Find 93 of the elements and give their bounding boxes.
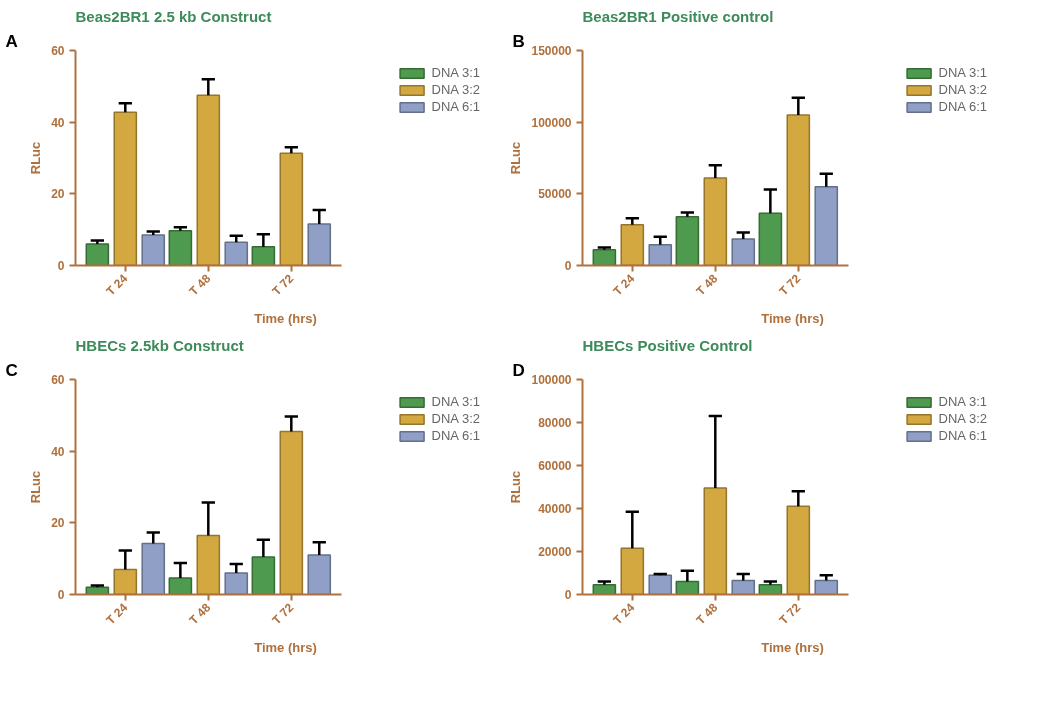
bar bbox=[758, 584, 783, 595]
chart-title: Beas2BR1 Positive control bbox=[582, 7, 774, 25]
chart-title: HBECs 2.5kb Construct bbox=[75, 336, 244, 354]
bar bbox=[141, 542, 166, 595]
legend-label: DNA 3:2 bbox=[938, 411, 987, 426]
y-tick-label: 150000 bbox=[531, 44, 572, 58]
y-tick-label: 40000 bbox=[538, 502, 572, 516]
x-tick-label: T 24 bbox=[610, 271, 638, 299]
bar bbox=[168, 229, 193, 266]
bar bbox=[224, 241, 249, 266]
bar bbox=[279, 430, 304, 595]
legend-label: DNA 6:1 bbox=[938, 428, 987, 443]
y-tick-label: 0 bbox=[57, 588, 65, 602]
bar bbox=[620, 223, 645, 266]
y-tick-label: 100000 bbox=[531, 373, 572, 387]
y-tick-label: 40 bbox=[51, 115, 65, 130]
bar bbox=[786, 505, 811, 595]
y-tick-label: 20000 bbox=[538, 545, 572, 559]
chart-title: HBECs Positive Control bbox=[582, 336, 753, 354]
text: D bbox=[512, 360, 525, 380]
y-tick-label: 50000 bbox=[538, 187, 572, 202]
x-axis-title: Time (hrs) bbox=[254, 311, 317, 327]
x-tick-label: T 48 bbox=[693, 600, 721, 628]
x-axis-title: Time (hrs) bbox=[254, 640, 317, 656]
x-tick-label: T 24 bbox=[103, 271, 131, 299]
y-tick-label: 0 bbox=[564, 588, 572, 602]
bar bbox=[85, 243, 110, 266]
text: B bbox=[512, 31, 525, 51]
y-tick-label: 0 bbox=[564, 259, 572, 273]
y-tick-label: 100000 bbox=[531, 115, 572, 130]
y-axis-title: RLuc bbox=[508, 470, 524, 504]
chart-title: Beas2BR1 2.5 kb Construct bbox=[75, 7, 272, 25]
legend-label: DNA 6:1 bbox=[431, 428, 480, 443]
bar bbox=[168, 577, 193, 595]
bar bbox=[592, 584, 617, 595]
y-tick-label: 60000 bbox=[538, 459, 572, 473]
x-tick-label: T 48 bbox=[186, 271, 214, 299]
y-axis-title: RLuc bbox=[28, 470, 44, 504]
bar bbox=[307, 223, 332, 266]
x-axis-title: Time (hrs) bbox=[761, 311, 824, 327]
x-tick-label: T 24 bbox=[610, 600, 638, 628]
y-tick-label: 80000 bbox=[538, 416, 572, 430]
bar bbox=[196, 534, 221, 595]
x-axis-title: Time (hrs) bbox=[761, 640, 824, 656]
x-tick-label: T 72 bbox=[776, 271, 804, 299]
text: A bbox=[5, 31, 18, 51]
bar bbox=[648, 243, 673, 266]
bar bbox=[648, 574, 673, 595]
bar bbox=[592, 248, 617, 266]
bar bbox=[113, 111, 138, 266]
bar bbox=[731, 579, 756, 595]
x-tick-label: T 48 bbox=[693, 271, 721, 299]
y-tick-label: 60 bbox=[51, 373, 65, 387]
x-tick-label: T 72 bbox=[269, 271, 297, 299]
bar bbox=[814, 185, 839, 266]
text: C bbox=[5, 360, 18, 380]
x-tick-label: T 48 bbox=[186, 600, 214, 628]
x-tick-label: T 72 bbox=[776, 600, 804, 628]
y-tick-label: 40 bbox=[51, 444, 65, 459]
x-tick-label: T 72 bbox=[269, 600, 297, 628]
bar bbox=[141, 234, 166, 266]
x-tick-label: T 24 bbox=[103, 600, 131, 628]
legend-label: DNA 3:2 bbox=[938, 82, 987, 97]
bar bbox=[196, 94, 221, 266]
bar bbox=[279, 152, 304, 266]
y-tick-label: 0 bbox=[57, 259, 65, 273]
bar bbox=[675, 216, 700, 266]
legend-label: DNA 3:2 bbox=[431, 82, 480, 97]
legend-label: DNA 3:1 bbox=[431, 65, 480, 80]
legend-label: DNA 3:1 bbox=[938, 394, 987, 409]
y-tick-label: 20 bbox=[51, 516, 65, 531]
legend-label: DNA 3:2 bbox=[431, 411, 480, 426]
legend-label: DNA 6:1 bbox=[431, 99, 480, 114]
bar bbox=[786, 114, 811, 266]
bar bbox=[703, 177, 728, 266]
bar bbox=[251, 556, 276, 595]
bar bbox=[307, 554, 332, 595]
y-axis-title: RLuc bbox=[508, 141, 524, 175]
legend-label: DNA 6:1 bbox=[938, 99, 987, 114]
y-axis-title: RLuc bbox=[28, 141, 44, 175]
bar bbox=[814, 579, 839, 595]
legend-label: DNA 3:1 bbox=[431, 394, 480, 409]
bar bbox=[620, 547, 645, 595]
bar bbox=[251, 246, 276, 266]
legend-label: DNA 3:1 bbox=[938, 65, 987, 80]
bar bbox=[113, 568, 138, 595]
bar bbox=[703, 487, 728, 595]
bar bbox=[224, 572, 249, 595]
y-tick-label: 20 bbox=[51, 187, 65, 202]
bar bbox=[758, 212, 783, 266]
y-tick-label: 60 bbox=[51, 44, 65, 58]
bar bbox=[675, 580, 700, 595]
bar bbox=[731, 238, 756, 266]
